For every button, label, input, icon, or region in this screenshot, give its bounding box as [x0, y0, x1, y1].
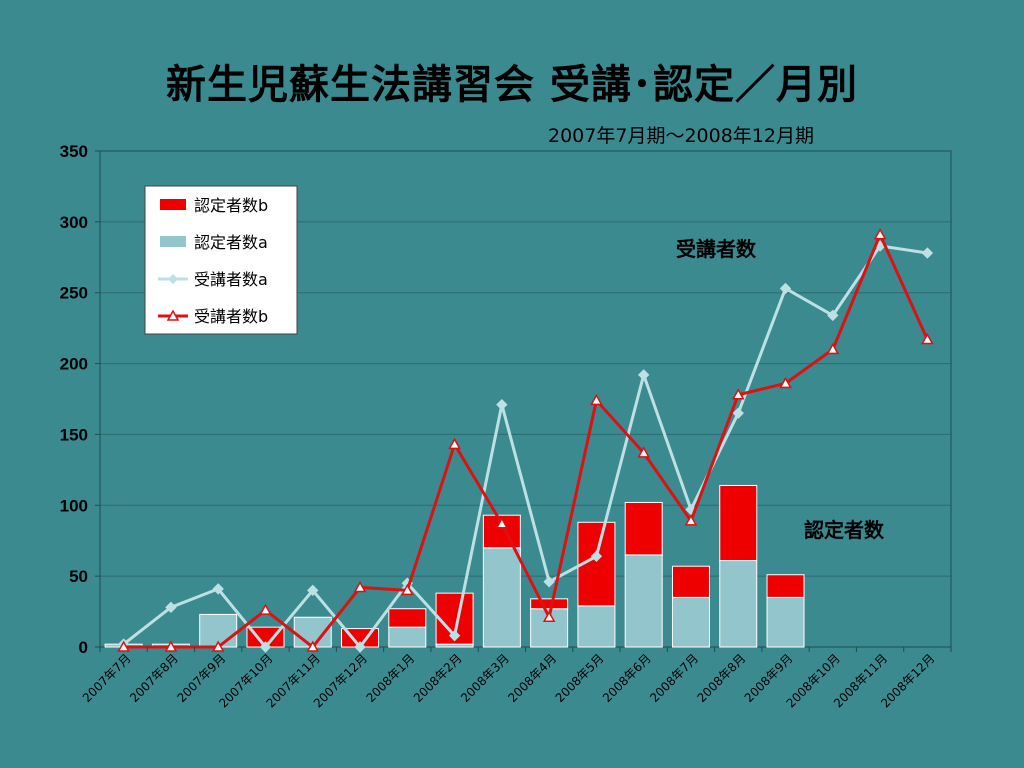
legend-label: 認定者数a	[194, 233, 268, 252]
x-axis: 2007年7月2007年8月2007年9月2007年10月2007年11月200…	[80, 647, 952, 710]
x-tick-label: 2008年4月	[505, 651, 559, 705]
attendees-b-point	[495, 517, 509, 529]
bar-certified-a	[671, 596, 710, 648]
attendees-b-point	[637, 446, 650, 458]
attendees-a-point	[448, 629, 461, 642]
attendees-b-point	[779, 376, 792, 389]
bar-certified-a	[624, 554, 663, 648]
x-tick-label: 2008年8月	[694, 651, 748, 705]
x-tick-label: 2008年3月	[458, 651, 512, 705]
attendees-a-point	[921, 247, 934, 259]
attendees-b-point	[542, 610, 556, 622]
chart-title: 新生児蘇生法講習会 受講･認定／月別	[166, 62, 858, 108]
attendees-b-point	[259, 603, 272, 615]
attendees-a-point	[827, 309, 839, 322]
x-tick-label: 2008年1月	[364, 651, 418, 705]
annotation-certified: 認定者数	[804, 518, 884, 542]
legend-marker	[168, 274, 178, 284]
y-tick-label: 100	[60, 496, 88, 515]
y-axis: 0 50 100 150 200 250 300 350	[60, 142, 100, 657]
x-tick-label: 2008年2月	[411, 651, 465, 705]
legend-swatch	[160, 199, 186, 210]
x-tick-label: 2007年8月	[127, 651, 181, 705]
bar-certified-b	[388, 608, 427, 628]
attendees-a-point	[307, 584, 319, 597]
attendees-a-point	[590, 550, 603, 563]
bar-certified-a	[482, 547, 521, 648]
attendees-b-line	[123, 230, 929, 650]
bar-certified-b	[671, 565, 710, 598]
attendees-b-point	[873, 228, 887, 240]
attendees-a-point	[354, 641, 366, 653]
bar-certified-a	[719, 560, 758, 648]
x-tick-label: 2008年7月	[647, 651, 701, 705]
attendees-a-point	[496, 398, 508, 411]
attendees-a-point	[259, 641, 272, 653]
legend-marker	[166, 309, 180, 321]
bar-certified-b	[530, 598, 569, 610]
y-tick-label: 350	[60, 142, 88, 161]
annotation-attendees: 受講者数	[676, 237, 756, 261]
bar-certified-b	[719, 484, 758, 562]
bar-certified-b	[766, 574, 805, 598]
chart-subtitle: 2007年7月期～2008年12月期	[548, 125, 814, 147]
bar-certified-a	[766, 596, 805, 648]
y-tick-label: 50	[69, 567, 88, 586]
attendees-b-point	[211, 640, 225, 652]
attendees-a-point	[543, 576, 555, 588]
attendees-a-point	[779, 282, 792, 295]
attendees-b-point	[401, 583, 414, 596]
attendees-b-point	[590, 393, 603, 406]
attendees-a-point	[165, 601, 177, 614]
attendees-b-point	[731, 388, 745, 400]
y-tick-label: 200	[60, 355, 88, 374]
attendees-a-point	[732, 407, 744, 419]
attendees-a-point	[637, 369, 650, 381]
attendees-b-point	[164, 640, 178, 652]
attendees-a-line	[122, 244, 928, 650]
y-tick-label: 300	[60, 213, 88, 232]
attendees-b-point	[117, 640, 130, 652]
bar-certified-b	[624, 501, 663, 556]
attendees-b-point	[448, 437, 461, 450]
legend-label: 受講者数a	[194, 270, 268, 289]
bars	[104, 484, 805, 648]
bar-certified-a	[388, 626, 427, 648]
x-tick-label: 2008年5月	[553, 651, 607, 705]
y-tick-label: 150	[60, 425, 88, 444]
attendees-b-point	[826, 342, 840, 355]
attendees-b-point	[306, 640, 320, 652]
legend-label: 認定者数b	[194, 196, 268, 215]
x-tick-label: 2008年6月	[600, 651, 654, 705]
y-tick-label: 250	[60, 284, 88, 303]
lines	[117, 228, 934, 653]
attendees-b-point	[353, 580, 367, 593]
y-tick-label: 0	[79, 638, 88, 657]
bar-certified-a	[530, 608, 569, 648]
attendees-a-point	[212, 583, 224, 595]
legend-label: 受講者数b	[194, 307, 268, 326]
x-tick-label: 2007年7月	[80, 651, 134, 705]
legend-box	[144, 185, 298, 335]
attendees-b-point	[921, 332, 934, 345]
legend-swatch	[160, 236, 186, 247]
bar-certified-a	[577, 605, 616, 648]
legend: 認定者数b 認定者数a 受講者数a 受講者数b	[144, 185, 298, 335]
attendees-b-point	[684, 514, 698, 526]
